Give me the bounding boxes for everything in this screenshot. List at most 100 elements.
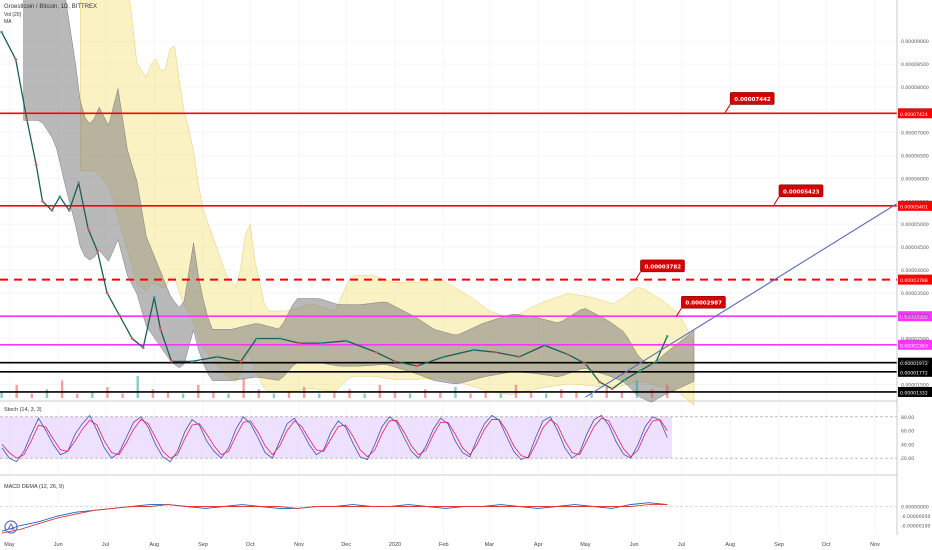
volume-bar-6: [91, 391, 94, 398]
macd-tick-2: -0.00000100: [901, 524, 930, 530]
price-point-32: [518, 355, 521, 359]
volume-bar-2: [30, 393, 34, 398]
macd-tick-1: -0.00000050: [901, 514, 930, 520]
level-tag-6: [898, 366, 932, 377]
target-pointer-0: [724, 104, 731, 113]
level-tag-text-7: 0.00001332: [900, 390, 928, 396]
volume-bar-22: [333, 391, 336, 398]
price-point-7: [67, 209, 71, 212]
price-point-37: [610, 387, 614, 391]
level-tag-text-0: 0.00007424: [900, 112, 928, 118]
volume-bar-24: [363, 393, 366, 398]
price-point-14: [141, 346, 145, 349]
x-tick-14: Jul: [678, 542, 685, 548]
price-tick-10: 0.00004000: [901, 268, 929, 274]
price-tick-13: 0.00002500: [901, 337, 929, 343]
price-point-5: [50, 209, 54, 212]
level-tag-text-4: 0.00002363: [900, 343, 928, 349]
price-point-19: [215, 355, 219, 359]
horizontal-levels[interactable]: 0.00007424 0.00005401 0.00003788 0.00002988…: [0, 108, 932, 397]
x-tick-13: Jun: [630, 542, 639, 548]
price-tick-6: 0.00006000: [901, 176, 929, 182]
stoch-tick-3: 20.00: [901, 456, 914, 462]
price-point-20: [239, 360, 243, 363]
volume-bar-11: [166, 391, 170, 398]
price-point-15: [152, 296, 156, 299]
trendline-segment[interactable]: [585, 203, 898, 398]
macd-line-1: [1, 504, 668, 534]
stoch-tick-0: 80.00: [901, 415, 914, 421]
price-point-31: [494, 350, 498, 354]
volume-bar-3: [45, 389, 49, 398]
price-point-35: [584, 362, 587, 365]
target-box-2[interactable]: [640, 259, 685, 273]
axes: 0.00009000 0.00008500 0.00008000 0.00007500…: [4, 0, 929, 548]
volume-bar-18: [272, 393, 276, 398]
volume-bar-16: [242, 378, 245, 398]
stoch-line-1: [1, 417, 668, 459]
price-tick-14: 0.00002000: [901, 359, 929, 365]
price-point-4: [41, 199, 44, 203]
stoch-line-0: [1, 414, 668, 463]
price-point-29: [442, 355, 446, 359]
volume-bar-5: [76, 393, 79, 398]
price-point-22: [278, 337, 282, 340]
x-tick-6: Nov: [294, 542, 304, 548]
price-point-9: [86, 227, 90, 231]
target-text-2: 0.00003782: [644, 264, 681, 270]
x-tick-11: Apr: [534, 542, 543, 548]
price-point-40: [654, 360, 658, 363]
price-point-38: [623, 378, 627, 382]
target-text-0: 0.00007442: [734, 97, 771, 103]
price-point-28: [415, 364, 419, 368]
x-tick-16: Sep: [774, 542, 784, 548]
volume-bar-28: [423, 389, 427, 398]
target-box-0[interactable]: [729, 92, 775, 105]
stoch-title: Stoch (14, 3, 3): [4, 407, 42, 413]
trendline[interactable]: [585, 203, 898, 398]
level-tag-text-3: 0.00002988: [900, 315, 928, 321]
x-tick-4: Sep: [198, 542, 208, 548]
level-tag-4: [898, 339, 932, 350]
target-box-1[interactable]: [778, 184, 824, 198]
price-line: [0, 31, 668, 390]
x-tick-2: Jul: [102, 542, 109, 548]
gear-icon[interactable]: [4, 520, 18, 534]
macd-title: MACD DEMA (12, 26, 9): [4, 484, 64, 490]
price-point-26: [374, 350, 378, 354]
price-point-23: [297, 341, 301, 345]
target-pointer-2: [635, 271, 641, 281]
volume-bar-9: [136, 376, 139, 398]
volume-bar-39: [590, 393, 593, 398]
symbol-title: Groestlcoin / Bitcoin, 1D, BITTREX: [4, 4, 97, 10]
volume-bar-35: [529, 391, 533, 398]
x-tick-0: May: [4, 542, 15, 548]
volume-bar-29: [439, 391, 442, 398]
x-tick-5: Oct: [246, 542, 255, 548]
x-tick-1: Jun: [54, 542, 63, 548]
x-tick-8: 2020: [389, 542, 401, 548]
price-tick-12: 0.00003000: [901, 314, 929, 320]
macd-panel: 0.00000000 -0.00000050 -0.00000100: [0, 502, 930, 534]
volume-bar-31: [469, 393, 472, 398]
volume-bar-43: [650, 389, 654, 398]
x-tick-12: May: [580, 542, 591, 548]
stoch-panel: 80.00 60.00 40.00 20.00: [0, 414, 914, 463]
x-tick-10: Mar: [485, 542, 495, 548]
volume-bar-38: [575, 391, 578, 398]
stoch-tick-2: 40.00: [901, 442, 914, 448]
volume-indicator-label: Vol (20): [4, 12, 22, 18]
price-point-39: [639, 369, 642, 372]
target-pointer-1: [773, 196, 780, 206]
price-tick-3: 0.00007500: [901, 108, 929, 114]
target-labels[interactable]: 0.00007442 0.00005423 0.00003782 0.00002987: [635, 92, 824, 317]
level-tag-text-6: 0.00001772: [900, 370, 928, 376]
target-box-3[interactable]: [681, 295, 726, 309]
volume-bar-41: [620, 391, 624, 398]
volume-bar-36: [545, 393, 548, 398]
volume-bar-23: [348, 389, 351, 398]
price-point-18: [190, 360, 194, 363]
x-tick-18: Nov: [870, 542, 880, 548]
price-tick-4: 0.00007000: [901, 131, 929, 137]
